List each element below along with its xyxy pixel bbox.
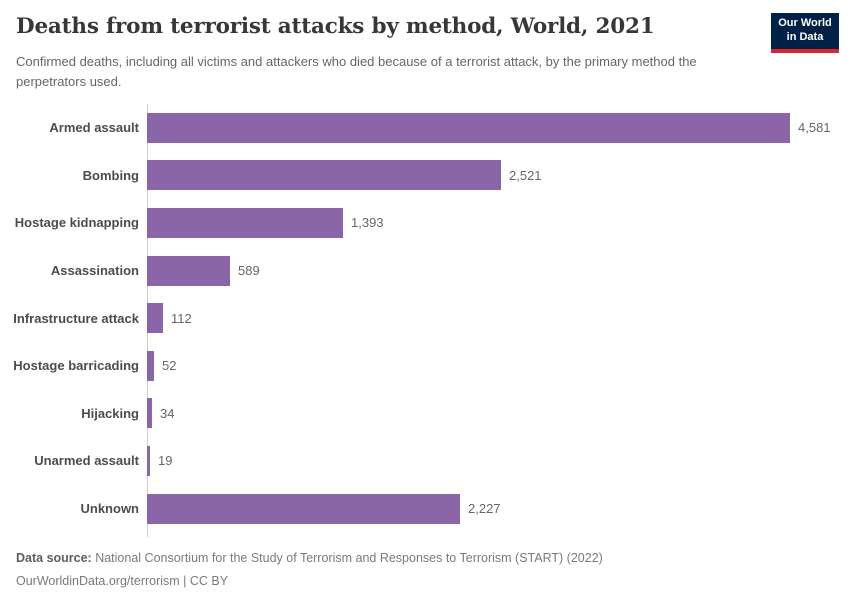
- bar-area: 19: [147, 437, 850, 485]
- license-separator: |: [179, 573, 190, 588]
- bar-area: 2,227: [147, 485, 850, 533]
- bar[interactable]: [147, 493, 460, 524]
- bar-row: Hostage barricading 52: [0, 342, 850, 390]
- data-source-text: National Consortium for the Study of Ter…: [91, 551, 603, 565]
- value-label: 34: [160, 405, 175, 421]
- category-label: Hostage kidnapping: [14, 215, 139, 231]
- value-label: 19: [158, 453, 173, 469]
- bar-row: Assassination 589: [0, 247, 850, 295]
- bar-row: Infrastructure attack 112: [0, 294, 850, 342]
- bar-area: 4,581: [147, 104, 850, 152]
- bar[interactable]: [147, 160, 501, 191]
- bar-area: 1,393: [147, 199, 850, 247]
- value-label: 52: [162, 358, 177, 374]
- bar[interactable]: [147, 255, 230, 286]
- bar[interactable]: [147, 303, 163, 334]
- bar-area: 34: [147, 390, 850, 438]
- owid-logo-text: Our World in Data: [771, 13, 839, 49]
- bar[interactable]: [147, 445, 150, 476]
- value-label: 2,521: [509, 167, 542, 183]
- category-label: Bombing: [82, 167, 139, 183]
- chart-subtitle: Confirmed deaths, including all victims …: [16, 54, 697, 89]
- chart-footer: Data source: National Consortium for the…: [16, 547, 603, 592]
- bar-area: 112: [147, 294, 850, 342]
- chart-title: Deaths from terrorist attacks by method,…: [16, 14, 655, 39]
- owid-url-link[interactable]: OurWorldinData.org/terrorism: [16, 573, 180, 588]
- bar-chart: Armed assault 4,581 Bombing 2,521 Hostage ki…: [0, 104, 850, 537]
- data-source-line: Data source: National Consortium for the…: [16, 547, 603, 570]
- category-label: Infrastructure attack: [13, 310, 139, 326]
- license-line: OurWorldinData.org/terrorism | CC BY: [16, 570, 603, 593]
- bar-row: Hostage kidnapping 1,393: [0, 199, 850, 247]
- category-label: Unknown: [80, 501, 140, 517]
- bar[interactable]: [147, 398, 152, 429]
- value-label: 1,393: [351, 215, 384, 231]
- value-label: 2,227: [468, 501, 501, 517]
- data-source-label: Data source:: [16, 551, 92, 565]
- bar-area: 52: [147, 342, 850, 390]
- bar-row: Bombing 2,521: [0, 152, 850, 200]
- category-label: Unarmed assault: [34, 453, 139, 469]
- value-label: 112: [171, 310, 192, 326]
- category-label: Hijacking: [81, 405, 139, 421]
- category-label: Armed assault: [49, 120, 139, 136]
- owid-logo-line2: in Data: [786, 30, 824, 43]
- category-label: Assassination: [50, 263, 139, 279]
- owid-logo[interactable]: Our World in Data: [771, 13, 839, 53]
- bar[interactable]: [147, 207, 343, 238]
- bar-area: 589: [147, 247, 850, 295]
- bar-row: Hijacking 34: [0, 390, 850, 438]
- bar-row: Armed assault 4,581: [0, 104, 850, 152]
- license-text: CC BY: [189, 573, 229, 588]
- bar[interactable]: [147, 350, 154, 381]
- bar[interactable]: [147, 112, 790, 143]
- value-label: 589: [238, 263, 260, 279]
- value-label: 4,581: [798, 120, 831, 136]
- owid-logo-strip: [771, 48, 839, 53]
- category-label: Hostage barricading: [13, 358, 139, 374]
- bar-row: Unarmed assault 19: [0, 437, 850, 485]
- owid-logo-line1: Our World: [778, 17, 832, 29]
- bar-area: 2,521: [147, 152, 850, 200]
- bar-row: Unknown 2,227: [0, 485, 850, 533]
